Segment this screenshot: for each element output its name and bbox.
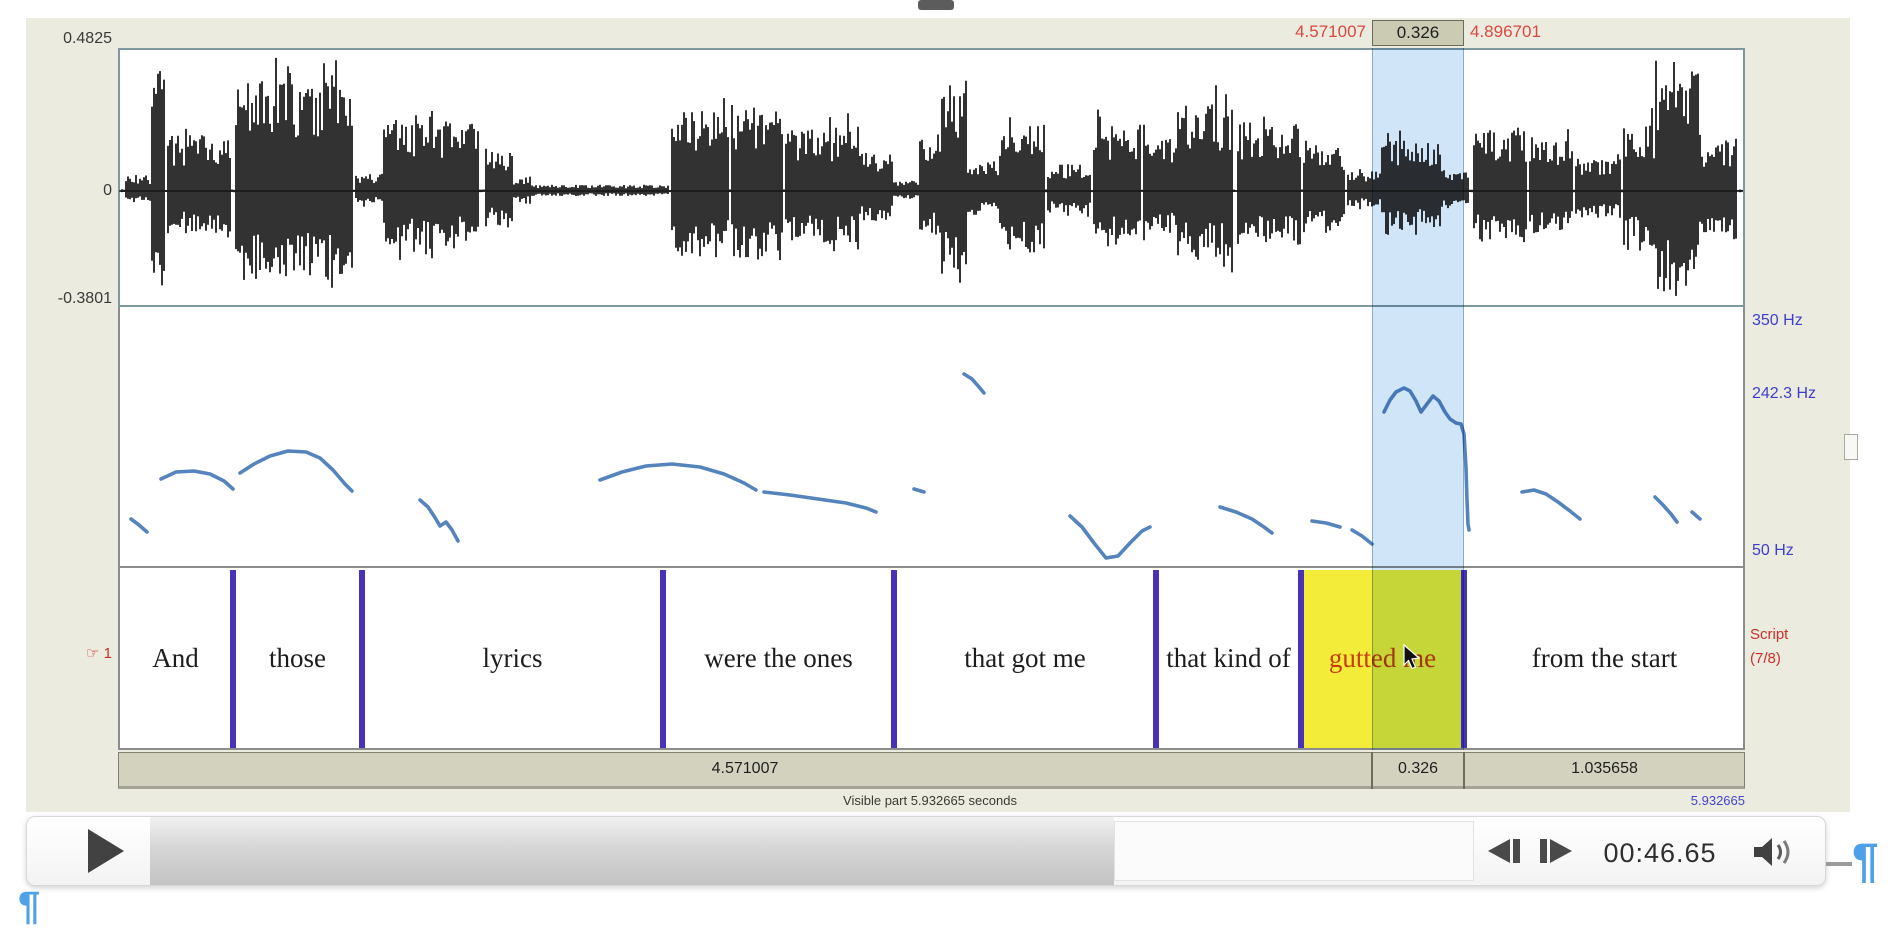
video-scrubber-fragment [918, 0, 954, 10]
amplitude-zero-label: 0 [103, 182, 112, 199]
interval-label: lyrics [482, 643, 543, 674]
interval-label: from the start [1531, 643, 1678, 674]
textgrid-tier[interactable] [118, 568, 1745, 750]
paragraph-mark-left: ¶ [18, 884, 41, 928]
total-duration-label: 5.932665 [1690, 793, 1745, 808]
paragraph-mark-right: ¶ [1852, 835, 1879, 888]
pitch-cursor-label: 242.3 Hz [1752, 385, 1817, 402]
tier-interval-6[interactable]: that kind of [1156, 570, 1301, 748]
duration-bar[interactable] [118, 752, 1745, 789]
pitch-min-label: 50 Hz [1752, 542, 1794, 559]
tier-interval-1[interactable]: And [118, 570, 233, 748]
step-forward-button[interactable] [1536, 837, 1574, 865]
duration-segment-1[interactable]: 4.571007 [711, 760, 779, 777]
interval-label: And [152, 643, 199, 674]
interval-label: were the ones [704, 643, 853, 674]
pitch-panel[interactable] [118, 307, 1745, 568]
selection-start-time: 4.571007 [1295, 22, 1366, 41]
anchor-dash [1826, 862, 1852, 866]
interval-boundary-1[interactable] [230, 570, 236, 748]
step-back-button[interactable] [1486, 837, 1524, 865]
interval-label: that got me [964, 643, 1086, 674]
tier-position-label: (7/8) [1750, 650, 1781, 667]
volume-icon [1754, 838, 1790, 866]
waveform-panel[interactable] [118, 48, 1745, 307]
interval-boundary-2[interactable] [359, 570, 365, 748]
amplitude-max-label: 0.4825 [63, 30, 112, 47]
progress-bar-remaining[interactable] [1114, 821, 1474, 881]
tier-name-label: Script [1750, 626, 1789, 643]
selection-duration-tab[interactable]: 0.326 [1372, 20, 1464, 46]
tier-interval-2[interactable]: those [233, 570, 362, 748]
duration-divider [1463, 752, 1465, 789]
tier-interval-4[interactable]: were the ones [663, 570, 894, 748]
interval-boundary-3[interactable] [660, 570, 666, 748]
step-forward-icon [1540, 839, 1572, 863]
duration-segment-3[interactable]: 1.035658 [1571, 760, 1638, 777]
player-time-display: 00:46.65 [1603, 838, 1717, 868]
interval-boundary-5[interactable] [1153, 570, 1159, 748]
volume-button[interactable] [1752, 836, 1798, 868]
tier-interval-5[interactable]: that got me [894, 570, 1156, 748]
duration-segment-2[interactable]: 0.326 [1397, 760, 1439, 777]
tier-number-label[interactable]: ☞ 1 [86, 645, 112, 662]
play-button[interactable] [60, 816, 150, 886]
mouse-cursor-icon [1403, 644, 1421, 670]
progress-bar-filled[interactable] [150, 817, 1114, 885]
visible-part-label[interactable]: Visible part 5.932665 seconds [843, 793, 1017, 808]
amplitude-min-label: -0.3801 [57, 290, 112, 307]
duration-divider [1371, 752, 1373, 789]
play-icon [88, 829, 124, 873]
window-edge-fragment [1844, 434, 1858, 460]
interval-label: that kind of [1166, 643, 1291, 674]
step-back-icon [1488, 839, 1520, 863]
selection-end-time: 4.896701 [1470, 22, 1541, 41]
interval-label: those [269, 643, 326, 674]
selection-highlight[interactable] [1372, 48, 1464, 750]
interval-boundary-7[interactable] [1461, 570, 1467, 748]
tier-interval-3[interactable]: lyrics [362, 570, 663, 748]
interval-boundary-4[interactable] [891, 570, 897, 748]
pitch-max-label: 350 Hz [1752, 312, 1803, 329]
tier-interval-8[interactable]: from the start [1464, 570, 1745, 748]
interval-boundary-6[interactable] [1298, 570, 1304, 748]
